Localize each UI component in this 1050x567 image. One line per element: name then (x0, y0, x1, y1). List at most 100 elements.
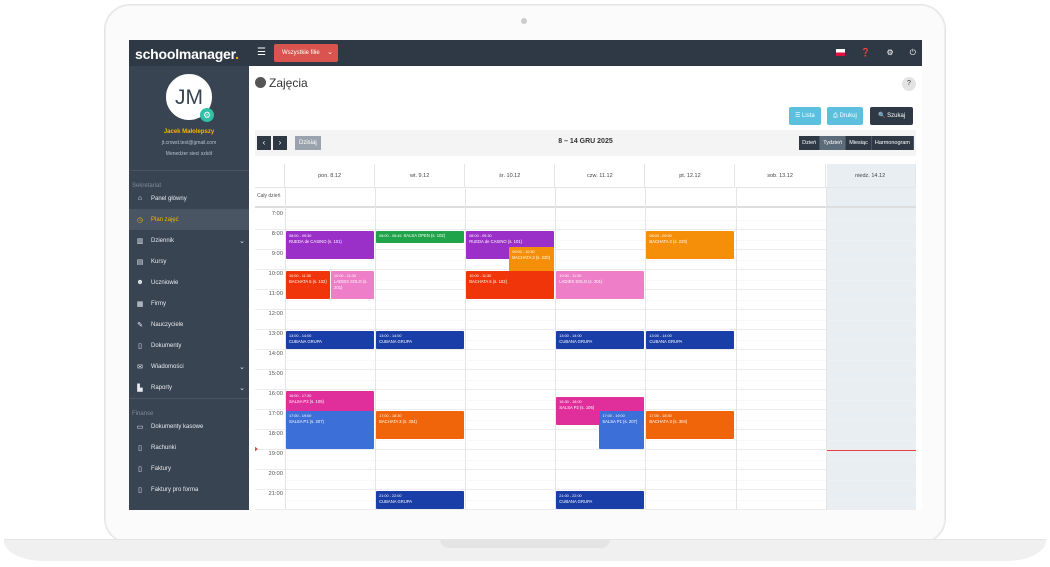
event-title: LADIES SOLO (s. 201) (334, 279, 368, 290)
calendar-event[interactable]: 10:00 - 11:30 BACHATA 5 (s. 102) (466, 271, 555, 299)
sidebar-item-uczniowie[interactable]: ☻ Uczniowie (129, 272, 249, 293)
day-column-divider (465, 188, 467, 510)
branch-filter-dropdown[interactable]: Wszystkie filie ⌄ (274, 44, 338, 62)
event-title: CUBANA GRUPA (379, 339, 413, 344)
next-week-button[interactable]: › (273, 136, 287, 150)
calendar-event[interactable]: 17:00 - 18:30 BACHATA 3 (s. 304) (646, 411, 735, 439)
webcam (521, 18, 527, 24)
all-day-label: Cały dzień (257, 193, 281, 199)
user-profile: JM ⚙ Jacek Małolepszy jt.crowd.test@gmai… (129, 66, 249, 170)
calendar-event[interactable]: 13:00 - 14:00 CUBANA GRUPA (376, 331, 465, 349)
sidebar-item-panel-glowny[interactable]: ⌂ Panel główny (129, 188, 249, 209)
corner-header (255, 164, 285, 188)
day-header[interactable]: niedz. 14.12 (825, 164, 916, 188)
poland-flag-icon[interactable] (835, 49, 845, 56)
hour-label: 20:00 (268, 471, 283, 477)
calendar-event[interactable]: 10:00 - 11:30 LADIES SOLO (s. 201) (556, 271, 645, 299)
sidebar-item-label: Dokumenty kasowe (151, 423, 204, 430)
calendar-event[interactable]: 08:00 - 08:45 SALSA OPEN (s. 102) (376, 231, 465, 243)
sidebar-item-kursy[interactable]: ▤ Kursy (129, 251, 249, 272)
calendar-event[interactable]: 09:00 - 10:30 BACHATA 2 (s. 220) (509, 247, 555, 275)
sidebar-item-label: Uczniowie (151, 279, 179, 286)
chevron-down-icon: ⌄ (239, 384, 245, 392)
event-time: 08:00 - 09:30 (649, 234, 672, 238)
calendar-event[interactable]: 10:00 - 11:30 LADIES SOLO (s. 201) (331, 271, 375, 299)
day-header[interactable]: czw. 11.12 (555, 164, 646, 188)
all-day-row[interactable]: Cały dzień (255, 188, 916, 208)
finance-menu: ▭ Dokumenty kasowe ▯ Rachunki ▯ Faktury ▯ Faktu… (129, 416, 249, 500)
hour-row[interactable]: 12:00 (255, 310, 916, 330)
calendar-event[interactable]: 08:00 - 09:30 BACHATA 2 (s. 220) (646, 231, 735, 259)
day-header[interactable]: śr. 10.12 (465, 164, 556, 188)
hour-row[interactable]: 8:00 (255, 230, 916, 250)
list-view-button[interactable]: ☰ Lista (789, 107, 821, 125)
sidebar-item-dokumenty-kasowe[interactable]: ▭ Dokumenty kasowe (129, 416, 249, 437)
calendar-event[interactable]: 17:00 - 18:30 BACHATA 3 (s. 304) (376, 411, 465, 439)
search-button[interactable]: 🔍 Szukaj (870, 107, 914, 125)
calendar-event[interactable]: 17:00 - 19:00 SALSA P1 (s. 207) (286, 411, 375, 449)
user-role: Menedżer sieci szkół (165, 151, 213, 157)
branch-filter-label: Wszystkie filie (282, 50, 320, 56)
calendar-event[interactable]: 13:00 - 14:00 CUBANA GRUPA (286, 331, 375, 349)
menu-toggle-icon[interactable]: ☰ (257, 47, 266, 58)
event-title: BACHATA 5 (s. 102) (289, 279, 327, 284)
hour-row[interactable]: 9:00 (255, 250, 916, 270)
print-button[interactable]: ⎙ Drukuj (827, 107, 863, 125)
calendar-event[interactable]: 13:00 - 14:00 CUBANA GRUPA (556, 331, 645, 349)
day-header[interactable]: sob. 13.12 (735, 164, 826, 188)
sidebar-item-firmy[interactable]: ▦ Firmy (129, 293, 249, 314)
sidebar-item-dziennik[interactable]: ▥ Dziennik ⌄ (129, 230, 249, 251)
calendar-event[interactable]: 17:00 - 19:00 SALSA P1 (s. 207) (599, 411, 645, 449)
id-card-icon: ▤ (136, 258, 144, 266)
calendar-event[interactable]: 08:00 - 09:30 RUEDA de CASINO (s. 101) (286, 231, 375, 259)
day-header[interactable]: wt. 9.12 (375, 164, 466, 188)
help-button[interactable]: ? (902, 77, 916, 91)
day-column-divider (375, 188, 377, 510)
event-time: 09:00 - 10:30 (512, 250, 535, 254)
avatar[interactable]: JM ⚙ (165, 73, 214, 122)
sidebar-item-rachunki[interactable]: ▯ Rachunki (129, 437, 249, 458)
view-harmonogram-button[interactable]: Harmonogram (871, 136, 914, 150)
day-column-divider (555, 188, 557, 510)
calendar-event[interactable]: 13:00 - 14:00 CUBANA GRUPA (646, 331, 735, 349)
power-icon[interactable]: ⏻ (909, 48, 916, 57)
sidebar-item-nauczyciele[interactable]: ✎ Nauczyciele (129, 314, 249, 335)
hour-row[interactable]: 14:00 (255, 350, 916, 370)
gear-icon[interactable]: ⚙ (200, 108, 214, 122)
envelope-icon: ✉ (137, 363, 143, 371)
building-icon: ▦ (136, 300, 144, 308)
sidebar-item-dokumenty[interactable]: ▯ Dokumenty (129, 335, 249, 356)
sidebar-item-raporty[interactable]: ▙ Raporty ⌄ (129, 377, 249, 398)
hour-row[interactable]: 7:00 (255, 210, 916, 230)
sidebar-item-wiadomosci[interactable]: ✉ Wiadomości ⌄ (129, 356, 249, 377)
topbar-icons: ❓ ⚙ ⏻ (835, 48, 916, 58)
teacher-icon: ✎ (137, 321, 143, 329)
day-header[interactable]: pt. 12.12 (645, 164, 736, 188)
view-dzien-button[interactable]: Dzień (799, 136, 821, 150)
calendar-event[interactable]: 10:00 - 11:30 BACHATA 5 (s. 102) (286, 271, 331, 299)
sidebar-item-faktury[interactable]: ▯ Faktury (129, 458, 249, 479)
app-logo[interactable]: schoolmanager. (129, 40, 249, 66)
view-miesiac-button[interactable]: Miesiąc (846, 136, 872, 150)
hour-row[interactable]: 11:00 (255, 290, 916, 310)
event-title: BACHATA 5 (s. 102) (469, 279, 507, 284)
hour-row[interactable]: 15:00 (255, 370, 916, 390)
prev-week-button[interactable]: ‹ (257, 136, 271, 150)
book-icon: ▥ (136, 237, 144, 245)
hour-row[interactable]: 20:00 (255, 470, 916, 490)
half-hour-line (285, 220, 916, 221)
cogs-icon[interactable]: ⚙ (886, 48, 894, 57)
calendar-event[interactable]: 21:00 - 22:00 CUBANA GRUPA (376, 491, 465, 509)
app-screen: schoolmanager. JM ⚙ Jacek Małolepszy jt.… (129, 40, 922, 510)
calendar-event[interactable]: 21:00 - 22:00 CUBANA GRUPA (556, 491, 645, 509)
day-header[interactable]: pon. 8.12 (285, 164, 376, 188)
proforma-icon: ▯ (138, 486, 142, 494)
event-title: CUBANA GRUPA (649, 339, 683, 344)
question-icon[interactable]: ❓ (860, 48, 871, 57)
hour-row[interactable]: 19:00 (255, 450, 916, 470)
today-button[interactable]: Dzisiaj (295, 136, 321, 150)
sidebar-item-plan-zajec[interactable]: ◷ Plan zajęć (129, 209, 249, 230)
sidebar-item-faktury-pro-forma[interactable]: ▯ Faktury pro forma (129, 479, 249, 500)
hour-label: 16:00 (268, 391, 283, 397)
view-tydzien-button[interactable]: Tydzień (820, 136, 847, 150)
